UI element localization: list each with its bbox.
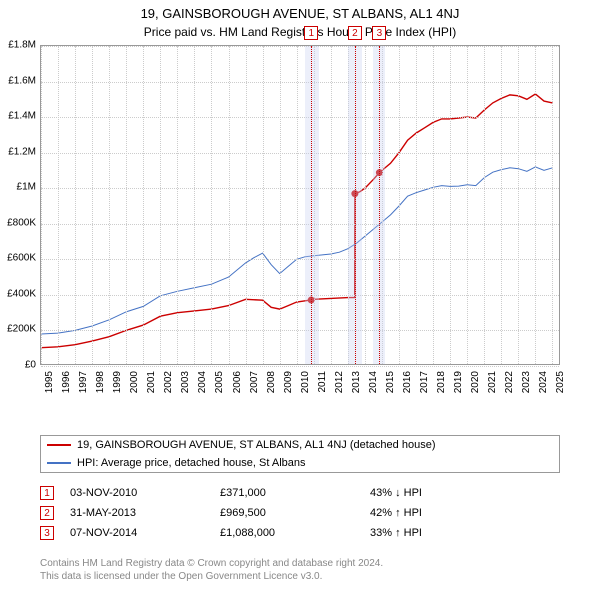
x-axis-tick-label: 2023 [521, 371, 532, 393]
sale-diff: 43% ↓ HPI [370, 487, 520, 499]
legend-item-property: 19, GAINSBOROUGH AVENUE, ST ALBANS, AL1 … [41, 436, 559, 454]
sale-marker-icon: 3 [40, 526, 54, 540]
y-axis-tick-label: £0 [25, 360, 36, 371]
x-axis-tick-label: 2022 [504, 371, 515, 393]
y-axis-tick-label: £200K [7, 324, 36, 335]
sale-date: 07-NOV-2014 [70, 527, 220, 539]
x-axis-tick-label: 2010 [300, 371, 311, 393]
sale-marker-icon: 1 [40, 486, 54, 500]
x-axis-tick-label: 2006 [232, 371, 243, 393]
legend-label-property: 19, GAINSBOROUGH AVENUE, ST ALBANS, AL1 … [77, 439, 435, 451]
x-axis-tick-label: 2011 [317, 371, 328, 393]
x-axis-tick-label: 1997 [78, 371, 89, 393]
x-axis-tick-label: 2013 [351, 371, 362, 393]
attribution-line2: This data is licensed under the Open Gov… [40, 570, 600, 583]
sale-row: 2 31-MAY-2013 £969,500 42% ↑ HPI [40, 503, 560, 523]
y-axis-tick-label: £1.6M [8, 75, 36, 86]
legend-swatch-hpi [47, 462, 71, 464]
sale-diff: 42% ↑ HPI [370, 507, 520, 519]
chart-container: 19, GAINSBOROUGH AVENUE, ST ALBANS, AL1 … [0, 6, 600, 596]
event-marker-icon: 3 [372, 26, 386, 40]
x-axis-tick-label: 2008 [266, 371, 277, 393]
x-axis-tick-label: 2017 [419, 371, 430, 393]
y-axis-tick-label: £600K [7, 253, 36, 264]
x-axis-tick-label: 2004 [197, 371, 208, 393]
x-axis-tick-label: 2009 [283, 371, 294, 393]
sale-price: £969,500 [220, 507, 370, 519]
event-marker-icon: 1 [304, 26, 318, 40]
attribution-text: Contains HM Land Registry data © Crown c… [40, 557, 600, 583]
y-axis-tick-label: £1.4M [8, 111, 36, 122]
x-axis-tick-label: 2021 [487, 371, 498, 393]
x-axis-tick-label: 2000 [129, 371, 140, 393]
chart-area: £0£200K£400K£600K£800K£1M£1.2M£1.4M£1.6M… [40, 45, 600, 385]
sale-date: 31-MAY-2013 [70, 507, 220, 519]
x-axis-tick-label: 2007 [249, 371, 260, 393]
x-axis-tick-label: 1998 [95, 371, 106, 393]
y-axis-labels: £0 £200K £400K £600K £800K £1M £1.2M £1.4M £1.6M… [0, 45, 40, 385]
event-vline [311, 46, 312, 364]
legend-item-hpi: HPI: Average price, detached house, St A… [41, 454, 559, 472]
event-vline [379, 46, 380, 364]
sale-diff: 33% ↑ HPI [370, 527, 520, 539]
y-axis-tick-label: £1.2M [8, 146, 36, 157]
chart-title: 19, GAINSBOROUGH AVENUE, ST ALBANS, AL1 … [0, 6, 600, 21]
line-plot-svg [41, 46, 561, 366]
sale-row: 3 07-NOV-2014 £1,088,000 33% ↑ HPI [40, 523, 560, 543]
sale-date: 03-NOV-2010 [70, 487, 220, 499]
legend-box: 19, GAINSBOROUGH AVENUE, ST ALBANS, AL1 … [40, 435, 560, 473]
sale-marker-icon: 2 [40, 506, 54, 520]
x-axis-tick-label: 2003 [180, 371, 191, 393]
y-axis-tick-label: £400K [7, 288, 36, 299]
sale-price: £371,000 [220, 487, 370, 499]
x-axis-tick-label: 2016 [402, 371, 413, 393]
chart-subtitle: Price paid vs. HM Land Registry's House … [0, 25, 600, 39]
event-marker-icon: 2 [348, 26, 362, 40]
x-axis-tick-label: 1995 [44, 371, 55, 393]
sale-row: 1 03-NOV-2010 £371,000 43% ↓ HPI [40, 483, 560, 503]
x-axis-tick-label: 1999 [112, 371, 123, 393]
x-axis-tick-label: 2014 [368, 371, 379, 393]
x-axis-tick-label: 2020 [470, 371, 481, 393]
x-axis-tick-label: 2005 [214, 371, 225, 393]
x-axis-tick-label: 2001 [146, 371, 157, 393]
event-vline [355, 46, 356, 364]
x-axis-tick-label: 2024 [538, 371, 549, 393]
attribution-line1: Contains HM Land Registry data © Crown c… [40, 557, 600, 570]
legend-swatch-property [47, 444, 71, 446]
x-axis-tick-label: 2015 [385, 371, 396, 393]
x-axis-tick-label: 2002 [163, 371, 174, 393]
x-axis-tick-label: 2025 [555, 371, 566, 393]
y-axis-tick-label: £1M [17, 182, 36, 193]
x-axis-tick-label: 2018 [436, 371, 447, 393]
sales-table: 1 03-NOV-2010 £371,000 43% ↓ HPI 2 31-MA… [40, 483, 560, 543]
x-axis-tick-label: 2012 [334, 371, 345, 393]
y-axis-tick-label: £800K [7, 217, 36, 228]
x-axis-tick-label: 2019 [453, 371, 464, 393]
sale-price: £1,088,000 [220, 527, 370, 539]
x-axis-tick-label: 1996 [61, 371, 72, 393]
x-axis-labels: 1995 1996 1997 1998 1999 2000 2001 2002 2003 2004… [40, 367, 560, 427]
legend-label-hpi: HPI: Average price, detached house, St A… [77, 457, 306, 469]
y-axis-tick-label: £1.8M [8, 40, 36, 51]
plot-area: 123 [40, 45, 560, 365]
